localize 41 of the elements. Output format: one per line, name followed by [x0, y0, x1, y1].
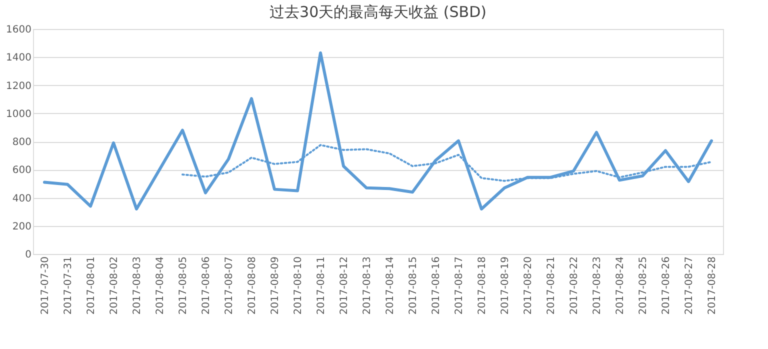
x-tick-label: 2017-08-14 — [385, 256, 396, 315]
line-series — [43, 51, 713, 210]
x-tick-label: 2017-08-24 — [615, 256, 626, 315]
chart-title: 过去30天的最高每天收益 (SBD) — [270, 3, 486, 21]
x-tick-label: 2017-08-17 — [454, 256, 465, 315]
x-tick-label: 2017-08-28 — [707, 256, 718, 315]
x-tick-label: 2017-08-26 — [661, 256, 672, 315]
y-tick-label: 400 — [12, 193, 32, 204]
y-tick-label: 1200 — [6, 80, 32, 92]
x-tick-label: 2017-08-02 — [109, 256, 120, 315]
x-tick-label: 2017-08-06 — [201, 256, 212, 315]
y-tick-label: 600 — [12, 165, 32, 176]
x-tick-label: 2017-08-09 — [270, 256, 281, 315]
x-tick-label: 2017-08-21 — [546, 256, 557, 315]
x-tick-label: 2017-08-18 — [477, 256, 488, 315]
x-tick-label: 2017-08-27 — [684, 256, 695, 315]
x-tick-label: 2017-08-12 — [339, 256, 350, 315]
y-tick-label: 1400 — [6, 52, 32, 64]
x-tick-label: 2017-08-07 — [224, 256, 235, 315]
x-tick-label: 2017-08-05 — [178, 256, 189, 315]
x-tick-label: 2017-08-01 — [86, 256, 97, 315]
x-tick-label: 2017-08-15 — [408, 256, 419, 315]
y-tick-label: 1000 — [6, 108, 32, 120]
x-tick-label: 2017-07-31 — [63, 256, 74, 315]
x-tick-label: 2017-08-03 — [132, 256, 143, 315]
x-tick-label: 2017-08-10 — [293, 256, 304, 315]
y-tick-label: 800 — [12, 137, 32, 148]
x-tick-label: 2017-08-19 — [500, 256, 511, 315]
y-tick-label: 200 — [12, 221, 32, 232]
y-tick-label: 0 — [25, 250, 32, 260]
x-tick-label: 2017-08-23 — [592, 256, 603, 315]
x-tick-label: 2017-07-30 — [40, 256, 51, 315]
x-tick-label: 2017-08-20 — [523, 256, 534, 315]
x-tick-label: 2017-08-08 — [247, 256, 258, 315]
x-tick-label: 2017-08-16 — [431, 256, 442, 315]
x-tick-label: 2017-08-22 — [569, 256, 580, 315]
y-tick-label: 1600 — [6, 24, 32, 36]
x-tick-label: 2017-08-04 — [155, 256, 166, 315]
x-tick-label: 2017-08-11 — [316, 256, 327, 315]
x-tick-label: 2017-08-13 — [362, 256, 373, 315]
x-tick-label: 2017-08-25 — [638, 256, 649, 315]
